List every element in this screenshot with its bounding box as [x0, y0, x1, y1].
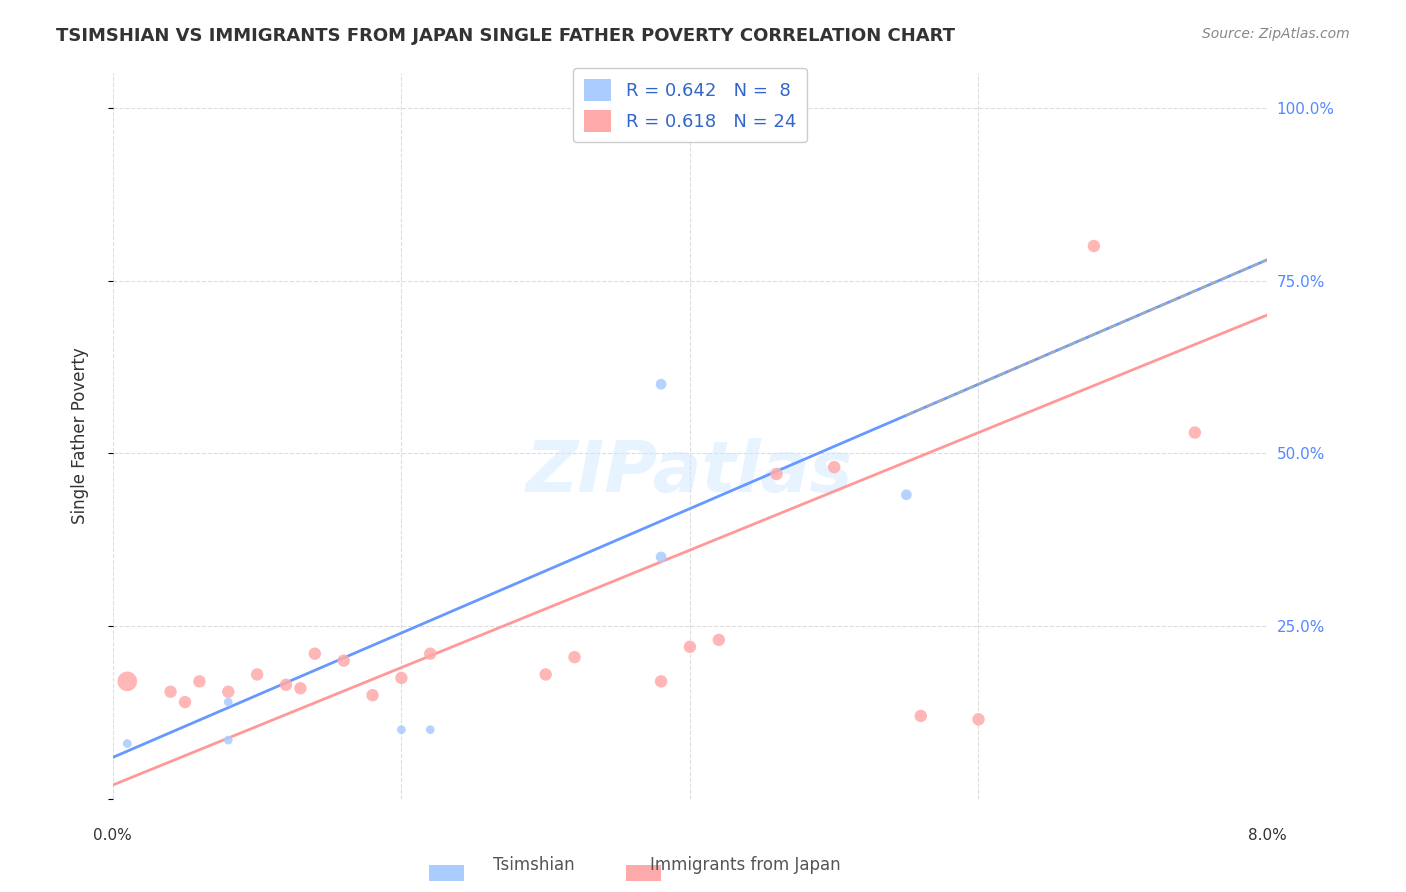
Point [896, 488, 918, 502]
Point [274, 678, 297, 692]
Point [117, 737, 139, 751]
Text: 0.0%: 0.0% [93, 828, 132, 843]
Point [117, 674, 139, 689]
Point [246, 667, 269, 681]
Point [1083, 239, 1105, 253]
Point [159, 684, 181, 698]
Text: 8.0%: 8.0% [1247, 828, 1286, 843]
Point [564, 650, 586, 665]
Point [910, 709, 932, 723]
Point [419, 723, 441, 737]
Text: Tsimshian: Tsimshian [494, 856, 575, 874]
Text: ZIPatlas: ZIPatlas [526, 438, 853, 507]
Point [823, 460, 845, 475]
Point [650, 377, 672, 392]
Point [304, 647, 326, 661]
Point [967, 712, 990, 726]
Text: Source: ZipAtlas.com: Source: ZipAtlas.com [1202, 27, 1350, 41]
Point [217, 733, 239, 747]
Point [389, 723, 412, 737]
Point [361, 688, 384, 702]
Point [707, 632, 730, 647]
Text: Immigrants from Japan: Immigrants from Japan [650, 856, 841, 874]
Point [332, 654, 354, 668]
Point [389, 671, 412, 685]
Point [217, 695, 239, 709]
Point [679, 640, 702, 654]
Point [290, 681, 312, 696]
Point [217, 684, 239, 698]
Point [174, 695, 197, 709]
Point [650, 674, 672, 689]
Text: TSIMSHIAN VS IMMIGRANTS FROM JAPAN SINGLE FATHER POVERTY CORRELATION CHART: TSIMSHIAN VS IMMIGRANTS FROM JAPAN SINGL… [56, 27, 955, 45]
Point [419, 647, 441, 661]
Point [650, 549, 672, 564]
Point [765, 467, 787, 481]
Y-axis label: Single Father Poverty: Single Father Poverty [72, 348, 89, 524]
Point [534, 667, 557, 681]
Point [188, 674, 211, 689]
Point [1184, 425, 1206, 440]
Legend: R = 0.642   N =  8, R = 0.618   N = 24: R = 0.642 N = 8, R = 0.618 N = 24 [574, 68, 807, 143]
